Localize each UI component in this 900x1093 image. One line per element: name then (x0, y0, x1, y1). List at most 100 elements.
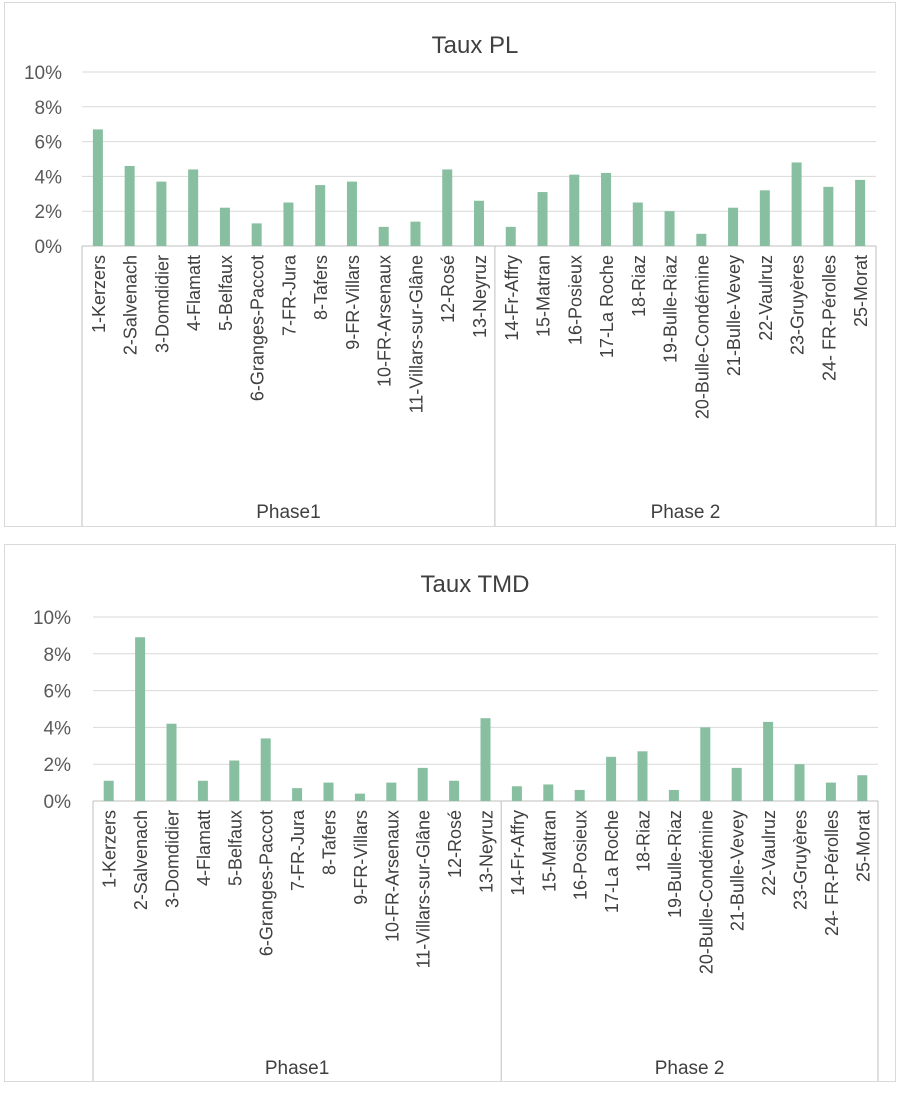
bar-21 (731, 767, 742, 801)
bar-3 (166, 723, 177, 801)
bar-24 (823, 186, 834, 246)
bar-6 (251, 223, 262, 246)
bar-10 (386, 782, 397, 801)
category-label: 5-Belfaux (225, 810, 245, 886)
bar-17 (601, 172, 612, 246)
chart-taux-tmd-svg: Taux TMD 0% 2% 4% 6% 8% 10% 1-Kerzers 2-Salvenac… (4, 544, 896, 1082)
y-tick-label: 6% (44, 682, 72, 703)
category-label: 15-Matran (534, 255, 554, 337)
bar-1 (92, 129, 103, 246)
chart-title: Taux TMD (421, 571, 530, 598)
category-label: 1-Kerzers (100, 810, 120, 888)
bar-24 (825, 782, 836, 801)
category-label: 12-Rosé (445, 810, 465, 878)
category-label: 7-FR-Jura (279, 254, 299, 336)
category-label: 25-Morat (851, 255, 871, 327)
bar-1 (103, 780, 114, 801)
bar-7 (283, 202, 294, 246)
bar-25 (857, 775, 868, 801)
category-label: 19-Bulle-Riaz (665, 810, 685, 918)
category-label: 24- FR-Pérolles (819, 255, 839, 381)
category-label: 6-Granges-Paccot (248, 255, 268, 401)
category-label: 3-Domdidier (163, 810, 183, 908)
category-label: 18-Riaz (634, 810, 654, 872)
group-label: Phase1 (256, 502, 320, 523)
bar-22 (759, 190, 770, 246)
group-label: Phase 2 (655, 1058, 725, 1079)
category-label: 9-FR-Villars (351, 810, 371, 905)
bar-19 (664, 211, 675, 246)
bar-11 (410, 221, 421, 246)
category-label: 20-Bulle-Condémine (692, 255, 712, 419)
bar-17 (606, 756, 617, 801)
category-label: 23-Gruyères (791, 810, 811, 910)
y-tick-label: 8% (44, 645, 72, 666)
bar-10 (378, 226, 389, 246)
y-tick-label: 2% (44, 755, 72, 776)
category-label: 14-Fr-Affry (502, 255, 522, 341)
category-label: 20-Bulle-Condémine (696, 810, 716, 974)
chart-taux-pl-svg: Taux PL 0% 2% 4% 6% 8% 10% 1-Kerzers 2-Salvenach… (4, 2, 896, 527)
category-label: 15-Matran (539, 810, 559, 892)
y-tick-label: 6% (35, 133, 63, 154)
bar-8 (323, 782, 334, 801)
y-tick-label: 0% (44, 792, 72, 813)
category-label: 7-FR-Jura (288, 809, 308, 891)
category-label: 25-Morat (853, 810, 873, 882)
category-label: 22-Vaulruz (756, 255, 776, 341)
bar-5 (229, 760, 240, 801)
category-label: 18-Riaz (629, 255, 649, 317)
category-label: 17-La Roche (597, 255, 617, 358)
category-label: 13-Neyruz (470, 255, 490, 338)
bar-13 (474, 200, 484, 246)
y-tick-label: 10% (24, 63, 62, 84)
chart-title: Taux PL (432, 32, 519, 59)
bar-22 (763, 721, 774, 801)
category-label: 2-Salvenach (121, 255, 141, 355)
category-label: 23-Gruyères (788, 255, 808, 355)
bar-7 (292, 788, 303, 801)
chart-taux-tmd: Taux TMD 0% 2% 4% 6% 8% 10% 1-Kerzers 2-Salvenac… (0, 544, 900, 1088)
category-label: 21-Bulle-Vevey (724, 255, 744, 376)
bar-6 (260, 738, 271, 801)
category-label: 11-Villars-sur-Glâne (414, 810, 434, 968)
group-label: Phase 2 (651, 502, 721, 523)
bar-21 (728, 207, 739, 246)
bar-2 (124, 165, 135, 246)
category-label: 5-Belfaux (216, 255, 236, 331)
category-label: 10-FR-Arsenaux (382, 810, 402, 942)
bar-14 (505, 226, 516, 246)
y-tick-label: 2% (35, 202, 63, 223)
category-label: 16-Posieux (565, 255, 585, 345)
bar-23 (794, 764, 805, 801)
category-label: 24- FR-Pérolles (822, 810, 842, 936)
category-label: 14-Fr-Affry (508, 810, 528, 896)
chart-taux-pl: Taux PL 0% 2% 4% 6% 8% 10% 1-Kerzers 2-Salvenach… (0, 0, 900, 544)
category-label: 22-Vaulruz (759, 810, 779, 896)
chart-frame (4, 544, 896, 1082)
bar-14 (511, 786, 522, 801)
bar-8 (315, 185, 326, 246)
y-tick-label: 4% (44, 718, 72, 739)
bar-4 (188, 169, 199, 246)
category-label: 6-Granges-Paccot (257, 810, 277, 956)
bar-19 (668, 789, 679, 801)
category-label: 16-Posieux (571, 810, 591, 900)
y-tick-label: 4% (35, 167, 63, 188)
y-tick-label: 8% (35, 98, 63, 119)
category-label: 21-Bulle-Vevey (728, 810, 748, 931)
bar-20 (700, 727, 711, 801)
bar-9 (346, 181, 357, 246)
category-label: 1-Kerzers (89, 255, 109, 333)
bar-3 (156, 181, 167, 246)
category-label: 8-Tafers (311, 255, 331, 320)
bar-4 (197, 780, 208, 801)
bar-13 (480, 718, 491, 801)
category-label: 19-Bulle-Riaz (661, 255, 681, 363)
group-label: Phase1 (265, 1058, 329, 1079)
bar-18 (632, 202, 643, 246)
chart-frame (4, 2, 896, 527)
bar-15 (537, 192, 548, 246)
y-tick-label: 0% (35, 237, 63, 258)
bar-5 (219, 207, 230, 246)
